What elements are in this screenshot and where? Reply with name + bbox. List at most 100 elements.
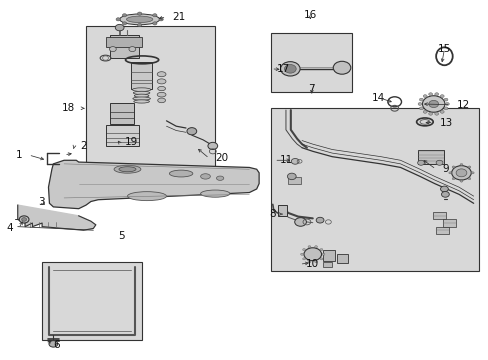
Text: 7: 7 (308, 84, 314, 94)
Circle shape (307, 246, 310, 248)
Text: 8: 8 (269, 209, 276, 219)
Bar (322, 262, 331, 267)
Ellipse shape (114, 165, 141, 173)
Circle shape (435, 160, 442, 165)
Text: 17: 17 (277, 64, 290, 74)
Bar (110, 103, 134, 125)
Circle shape (451, 166, 454, 168)
Circle shape (332, 61, 350, 74)
Bar (435, 226, 448, 234)
Circle shape (439, 95, 443, 98)
Ellipse shape (158, 98, 165, 103)
Circle shape (445, 103, 448, 105)
Circle shape (49, 341, 58, 347)
Text: 3: 3 (38, 197, 44, 207)
Circle shape (137, 23, 142, 27)
Bar (336, 254, 347, 263)
Circle shape (322, 253, 325, 255)
Bar (277, 205, 287, 216)
Circle shape (428, 112, 432, 115)
Circle shape (441, 192, 448, 197)
Circle shape (440, 186, 447, 192)
Circle shape (319, 258, 322, 260)
Circle shape (122, 14, 126, 17)
Circle shape (280, 62, 300, 76)
Text: 13: 13 (439, 118, 452, 128)
Ellipse shape (133, 97, 150, 100)
Circle shape (287, 173, 296, 180)
Circle shape (152, 14, 157, 17)
Bar (322, 250, 334, 261)
Circle shape (319, 248, 322, 251)
Bar (288, 177, 300, 184)
Circle shape (122, 22, 126, 25)
Circle shape (467, 177, 470, 180)
Bar (110, 35, 139, 58)
Ellipse shape (200, 174, 210, 179)
Circle shape (434, 93, 438, 96)
Ellipse shape (200, 190, 229, 197)
Circle shape (307, 261, 310, 263)
Circle shape (314, 261, 317, 263)
Circle shape (422, 96, 444, 112)
Circle shape (451, 166, 470, 180)
Circle shape (207, 142, 217, 149)
Circle shape (459, 163, 462, 166)
Circle shape (186, 128, 196, 135)
Text: 6: 6 (53, 340, 60, 350)
Circle shape (316, 217, 324, 223)
Bar (42, 262, 142, 339)
Circle shape (116, 18, 120, 21)
Ellipse shape (158, 86, 165, 91)
Circle shape (417, 103, 421, 105)
Bar (86, 26, 215, 169)
Text: 18: 18 (62, 103, 75, 113)
Text: 15: 15 (437, 44, 450, 54)
Circle shape (304, 248, 321, 261)
Text: 20: 20 (215, 153, 228, 163)
Text: 16: 16 (303, 10, 316, 20)
Ellipse shape (157, 79, 165, 84)
Text: 12: 12 (456, 100, 469, 110)
Circle shape (137, 12, 142, 15)
Circle shape (419, 98, 423, 101)
Bar (105, 37, 142, 47)
Ellipse shape (132, 88, 151, 91)
Text: 1: 1 (16, 150, 22, 160)
Bar (442, 220, 455, 226)
Ellipse shape (134, 94, 149, 97)
Text: 21: 21 (172, 12, 185, 22)
Circle shape (152, 22, 157, 25)
Text: 14: 14 (371, 93, 385, 103)
Circle shape (434, 112, 438, 115)
Circle shape (129, 46, 136, 51)
Circle shape (300, 253, 303, 255)
Bar (417, 149, 444, 164)
Circle shape (455, 169, 466, 177)
Ellipse shape (216, 176, 224, 180)
Circle shape (443, 98, 447, 101)
Circle shape (314, 246, 317, 248)
Bar (271, 33, 351, 92)
PathPatch shape (48, 160, 259, 209)
Circle shape (294, 218, 306, 226)
Text: 10: 10 (305, 259, 318, 269)
Ellipse shape (169, 170, 192, 177)
Circle shape (470, 172, 473, 174)
Text: 2: 2 (80, 141, 87, 151)
Text: 11: 11 (280, 155, 293, 165)
Ellipse shape (157, 72, 165, 77)
Circle shape (419, 107, 423, 110)
Ellipse shape (119, 167, 136, 172)
Circle shape (302, 258, 305, 260)
Circle shape (459, 180, 462, 182)
Ellipse shape (126, 16, 153, 23)
Text: 4: 4 (6, 224, 13, 233)
Circle shape (439, 111, 443, 113)
Circle shape (428, 93, 432, 96)
Circle shape (443, 107, 447, 110)
Circle shape (417, 160, 424, 165)
Ellipse shape (157, 92, 165, 97)
Text: 5: 5 (118, 231, 124, 240)
Text: 19: 19 (125, 138, 138, 147)
